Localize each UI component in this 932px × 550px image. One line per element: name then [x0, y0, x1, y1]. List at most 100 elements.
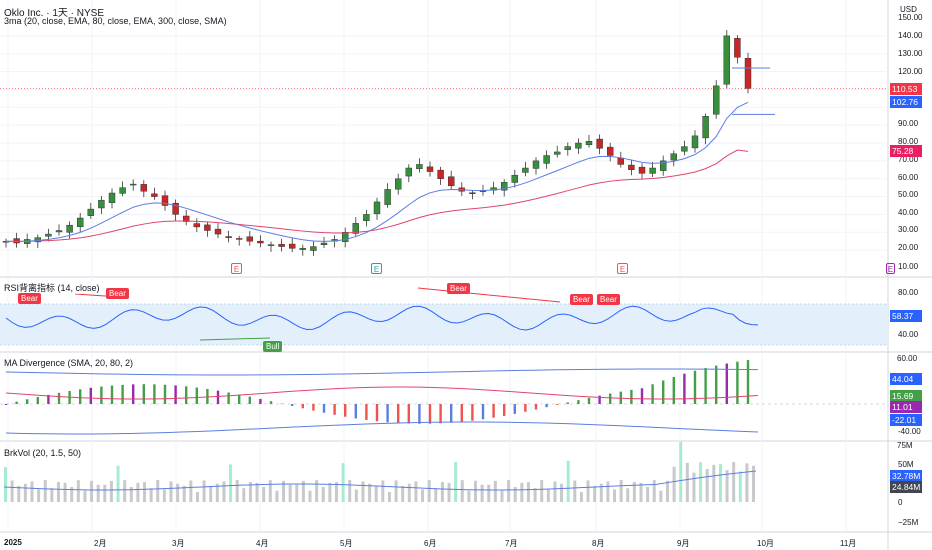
rsi-bull-signal: Bull [263, 341, 283, 352]
madiv-signal-line [5, 386, 759, 400]
volume-bar [242, 488, 246, 502]
volume-bar [427, 480, 431, 502]
rsi-tick: 80.00 [898, 288, 919, 297]
candle-body [257, 240, 264, 244]
price-tick: 40.00 [898, 208, 919, 217]
rsi-label: RSI背离指标 (14, close) [4, 281, 100, 294]
volume-bar [56, 482, 60, 502]
price-tick: 10.00 [898, 262, 919, 271]
upcoming-event-marker[interactable]: E [886, 263, 895, 274]
time-tick: 8月 [592, 539, 605, 548]
volume-bar [467, 490, 471, 502]
madiv-bar [609, 393, 612, 404]
rsi-bear-signal: Bear [570, 294, 593, 305]
volume-bar [182, 485, 186, 502]
ma-legend: 3ma (20, close, EMA, 80, close, EMA, 300… [4, 16, 227, 26]
volume-bar [434, 488, 438, 502]
sma300-line [5, 149, 749, 242]
volume-bar [23, 483, 27, 502]
madiv-bar [333, 404, 336, 415]
madiv-bar [110, 385, 114, 404]
madiv-bar [524, 404, 527, 412]
volume-bar [387, 491, 391, 502]
madiv-bar [662, 380, 665, 404]
time-tick: 5月 [340, 539, 353, 548]
madiv-bar [630, 389, 633, 404]
candle-body [670, 153, 677, 161]
madiv-bar [195, 387, 198, 404]
candle-body [172, 202, 179, 215]
candle-body [108, 192, 116, 203]
volume-bar [646, 486, 650, 502]
madiv-bar [206, 388, 209, 404]
madiv-bar [693, 370, 697, 404]
candle-body [225, 236, 232, 238]
volume-bar [599, 483, 603, 502]
rsi-bear-signal: Bear [447, 283, 470, 294]
madiv-bar [312, 404, 315, 411]
madiv-bar [736, 361, 739, 404]
madiv-bar [248, 396, 251, 404]
earnings-event-marker[interactable]: E [617, 263, 628, 274]
candle-body [45, 233, 52, 237]
volume-bar [718, 464, 722, 502]
candle-body [395, 178, 402, 190]
time-tick: 2025 [4, 538, 22, 547]
candle-body [384, 189, 391, 205]
volume-bar [156, 480, 160, 502]
volume-bar [30, 481, 34, 502]
price-tick: 60.00 [898, 173, 919, 182]
madiv-bar [397, 404, 400, 424]
ema20-badge: 102.76 [890, 96, 922, 108]
volume-bar [282, 480, 286, 502]
volume-bar [195, 491, 199, 502]
candle-body [246, 236, 254, 242]
madiv-bar [36, 397, 39, 404]
madiv-bar [216, 390, 220, 404]
vol-tick: 50M [898, 460, 914, 469]
volume-bar [341, 463, 345, 502]
madiv-bar [4, 404, 8, 405]
rsi-bull-divergence [199, 337, 271, 341]
volume-bar [407, 483, 411, 502]
candle-body [299, 248, 306, 250]
time-tick: 2月 [94, 539, 107, 548]
earnings-event-marker[interactable]: E [231, 263, 242, 274]
volume-bar [553, 481, 557, 502]
madiv-bar [513, 404, 516, 414]
candle-body [713, 85, 720, 115]
candle-body [554, 151, 561, 155]
volume-bar [90, 480, 94, 502]
volume-bar [4, 467, 7, 502]
volume-bar [480, 484, 484, 502]
madiv-bar [651, 384, 654, 404]
candle-body [66, 224, 73, 233]
volume-bar [162, 489, 166, 502]
volume-bar [573, 480, 577, 502]
madiv-bar [344, 404, 347, 417]
madiv-badge-c: 11.01 [890, 401, 922, 413]
volume-bar [613, 489, 617, 502]
madiv-bar [725, 363, 728, 404]
volume-bar [619, 480, 623, 502]
volume-bar [189, 480, 193, 502]
candle-body [628, 164, 635, 170]
price-tick: 90.00 [898, 119, 919, 128]
madiv-tick: -40.00 [898, 427, 921, 436]
volume-bar [533, 488, 537, 502]
volume-bar [520, 482, 524, 502]
madiv-bar [556, 404, 559, 405]
candle-body [681, 146, 688, 152]
volume-bar [361, 481, 365, 502]
madiv-bar [439, 404, 442, 424]
price-tick: 50.00 [898, 190, 919, 199]
volume-bar [421, 489, 425, 502]
volume-bar [76, 480, 80, 502]
candle-body [426, 166, 434, 172]
candle-body [660, 160, 667, 171]
volume-bar [275, 490, 279, 502]
earnings-event-marker[interactable]: E [371, 263, 382, 274]
candle-body [373, 201, 381, 215]
candle-body [13, 238, 20, 244]
